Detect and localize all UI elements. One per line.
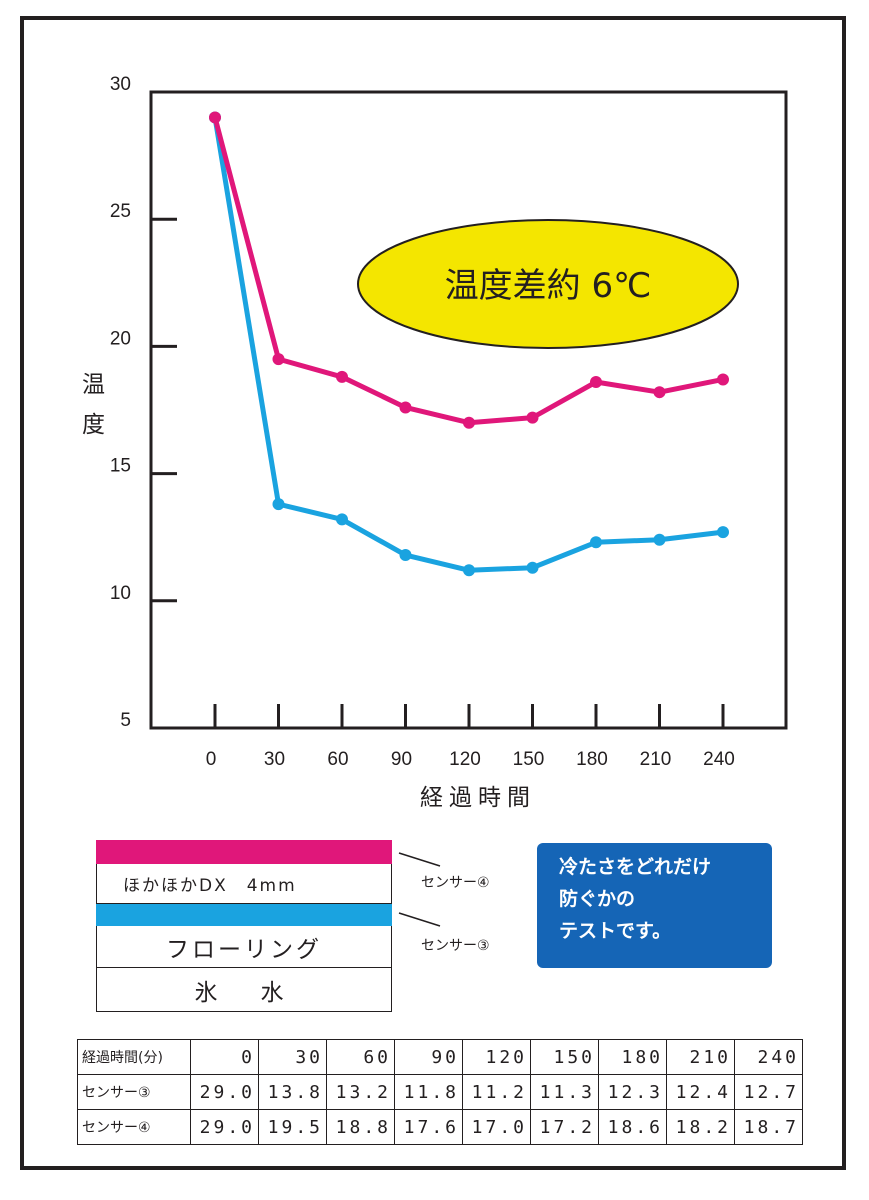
x-tick-label: 30 [264,749,285,770]
table-cell: 18.2 [666,1109,735,1145]
series-point [526,561,539,574]
sensor3-label: センサー③ [421,938,490,954]
table-row: センサー④ 29.0 19.5 18.8 17.6 17.0 17.2 18.6… [77,1109,803,1145]
table-cell: 11.3 [530,1074,599,1110]
test-note: 冷たさをどれだけ 防ぐかの テストです。 [537,843,772,968]
x-axis-title: 経過時間 [420,785,536,811]
table-time: 60 [326,1039,395,1075]
y-tick-label: 5 [120,710,131,731]
table-cell: 12.3 [598,1074,667,1110]
table-time: 30 [258,1039,327,1075]
x-axis-ticks: 0 30 60 90 120 150 180 210 240 [206,704,735,770]
layer-flooring: フローリング [96,926,392,968]
x-tick-label: 0 [206,749,217,770]
table-cell: 29.0 [190,1109,259,1145]
note-line-2: 防ぐかの [559,888,636,910]
x-tick-label: 60 [327,749,348,770]
table-cell: 17.2 [530,1109,599,1145]
table-cell: 17.6 [394,1109,463,1145]
table-cell: 12.4 [666,1074,735,1110]
table-time: 90 [394,1039,463,1075]
series-point [717,373,729,386]
plot-area [149,90,788,730]
series-point [336,370,348,383]
y-tick-label: 30 [110,74,131,95]
note-line-1: 冷たさをどれだけ [559,856,712,878]
x-tick-label: 150 [513,749,545,770]
table-cell: 12.7 [734,1074,803,1110]
temperature-difference-callout: 温度差約 6℃ [357,219,739,349]
table-cell: 18.7 [734,1109,803,1145]
table-time: 240 [734,1039,803,1075]
table-cell: 18.6 [598,1109,667,1145]
y-tick-label: 15 [110,456,131,477]
series-point [463,416,475,429]
table-cell: 11.2 [462,1074,531,1110]
series-lines [209,111,729,577]
series-point [526,411,539,424]
table-cell: 19.5 [258,1109,327,1145]
table-time: 150 [530,1039,599,1075]
table-row: センサー③ 29.0 13.8 13.2 11.8 11.2 11.3 12.3… [77,1074,803,1110]
table-cell: 18.8 [326,1109,395,1145]
table-time: 120 [462,1039,531,1075]
table-cell: 13.2 [326,1074,395,1110]
series-line [212,117,724,573]
table-cell: 29.0 [190,1074,259,1110]
note-line-3: テストです。 [559,920,672,942]
x-tick-label: 210 [640,749,672,770]
series-point [653,386,666,399]
series-point [590,376,602,389]
table-time: 0 [190,1039,259,1075]
table-cell: 17.0 [462,1109,531,1145]
floor-surface-band [96,904,392,926]
callout-text: 温度差約 6℃ [445,266,652,306]
layer-diagram: ほかほかDX 4mm フローリング 氷 水 [96,840,392,1012]
outer-frame [20,16,846,1170]
x-tick-label: 180 [576,749,608,770]
temperature-chart: 5 10 15 20 25 30 0 30 60 90 120 150 180 210 240 温 度 経… [82,74,788,811]
table-time: 210 [666,1039,735,1075]
y-tick-label: 20 [110,328,131,349]
y-tick-label: 25 [110,201,131,222]
table-header-row: 経過時間(分) 0 30 60 90 120 150 180 210 240 [77,1039,803,1075]
table-time: 180 [598,1039,667,1075]
series-point [272,498,285,511]
sensor4-label: センサー④ [421,875,490,891]
series-point [463,564,475,577]
x-tick-label: 240 [703,749,735,770]
y-axis-ticks: 5 10 15 20 25 30 [110,74,177,731]
layer-ice-water: 氷 水 [96,968,392,1012]
y-tick-label: 10 [110,583,131,604]
layer-dx: ほかほかDX 4mm [96,864,392,904]
series-point [717,526,729,539]
table-row-label: センサー④ [77,1109,191,1145]
series-point [399,401,412,414]
series-point [209,111,221,124]
table-cell: 13.8 [258,1074,327,1110]
series-point [590,536,602,549]
dx-surface-band [96,840,392,864]
series-point [399,549,412,562]
table-cell: 11.8 [394,1074,463,1110]
series-point [653,533,666,546]
table-header-label: 経過時間(分) [77,1039,191,1075]
series-point [272,353,285,366]
x-tick-label: 120 [449,749,481,770]
y-axis-title-1: 温 [82,372,105,398]
callout-ellipse [357,219,739,349]
x-tick-label: 90 [391,749,412,770]
data-table: 経過時間(分) 0 30 60 90 120 150 180 210 240 セ… [77,1039,803,1145]
table-row-label: センサー③ [77,1074,191,1110]
series-point [336,513,348,526]
y-axis-title-2: 度 [82,412,105,438]
